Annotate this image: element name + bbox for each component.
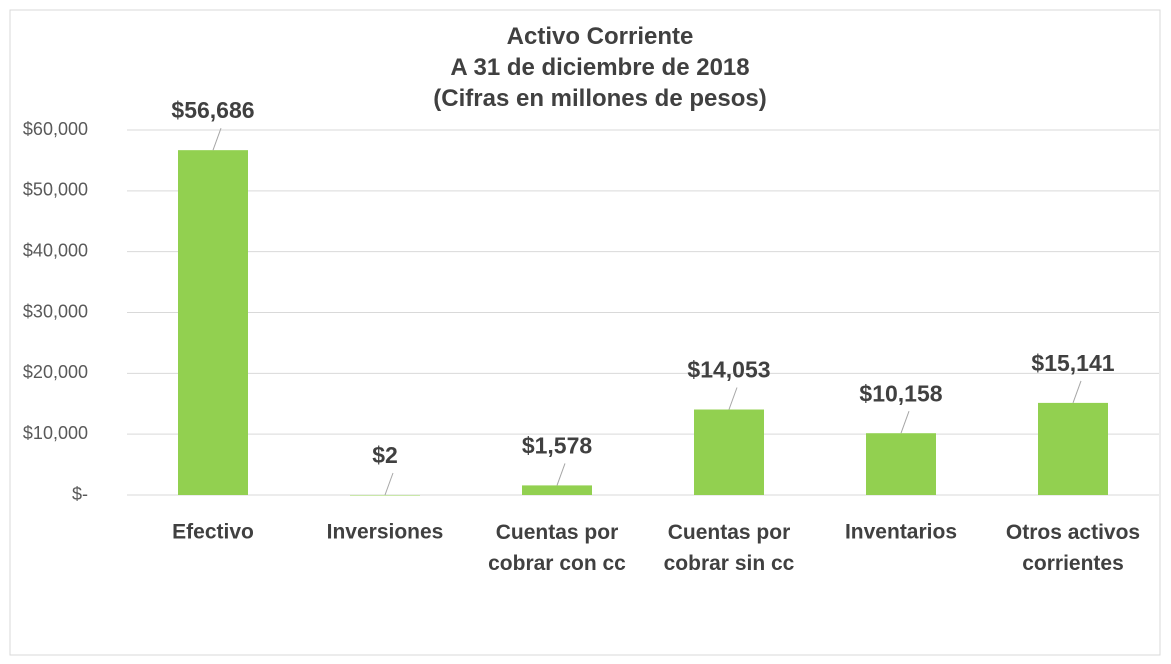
value-label: $56,686 <box>171 97 254 123</box>
y-tick-label: $30,000 <box>23 301 88 321</box>
x-tick-label: Cuentas por cobrar con cc <box>488 521 626 575</box>
bar <box>522 485 592 495</box>
bar <box>866 433 936 495</box>
y-tick-label: $60,000 <box>23 119 88 139</box>
bar <box>350 494 420 496</box>
leader-line <box>556 463 566 486</box>
value-label: $10,158 <box>859 380 942 406</box>
x-tick-label: Otros activos corrientes <box>1006 521 1140 575</box>
value-label: $2 <box>372 442 398 468</box>
y-tick-label: $20,000 <box>23 362 88 382</box>
leader-line <box>1072 380 1082 404</box>
leader-line <box>384 472 394 496</box>
chart-title: Activo Corriente A 31 de diciembre de 201… <box>433 23 766 112</box>
value-label: $1,578 <box>522 432 593 458</box>
value-label: $14,053 <box>687 357 770 383</box>
value-label: $15,141 <box>1031 350 1114 376</box>
leader-line <box>212 127 222 151</box>
x-tick-label: Efectivo <box>172 521 254 544</box>
leader-line <box>728 387 738 410</box>
bar <box>1038 402 1108 495</box>
bar <box>694 409 764 495</box>
y-tick-label: $10,000 <box>23 423 88 443</box>
leader-line <box>900 411 910 434</box>
y-tick-label: $50,000 <box>23 180 88 200</box>
x-tick-label: Inventarios <box>845 521 957 544</box>
x-tick-label: Cuentas por cobrar sin cc <box>664 521 795 575</box>
y-tick-label: $- <box>72 484 88 504</box>
y-tick-label: $40,000 <box>23 240 88 260</box>
bar <box>178 150 248 496</box>
x-tick-label: Inversiones <box>327 521 444 544</box>
